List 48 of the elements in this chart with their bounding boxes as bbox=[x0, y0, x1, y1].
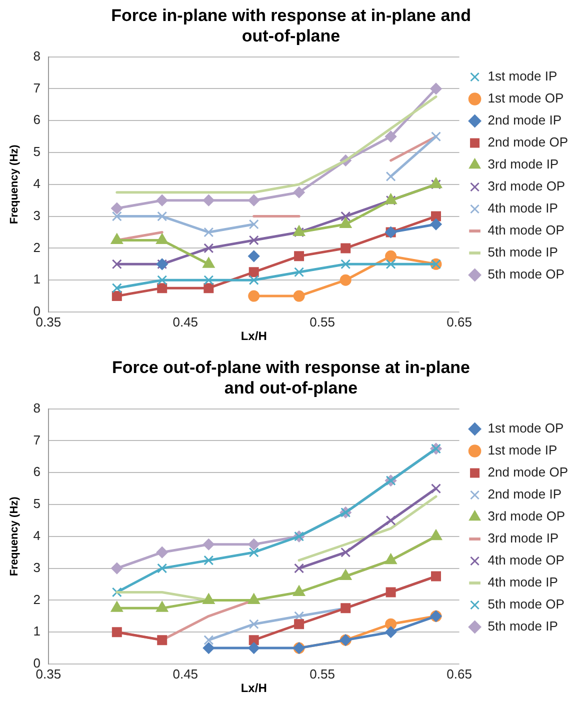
y-tick-label: 3 bbox=[33, 560, 40, 575]
legend-label: 2nd mode OP bbox=[488, 134, 568, 150]
legend-label: 3rd mode IP bbox=[488, 156, 559, 172]
y-tick-label: 7 bbox=[33, 432, 40, 448]
x-tick-label: 0.55 bbox=[310, 314, 335, 330]
x-tick-label: 0.45 bbox=[172, 314, 198, 330]
legend-label: 2nd mode OP bbox=[488, 464, 568, 480]
legend-label: 5th mode IP bbox=[488, 244, 558, 260]
y-tick-label: 3 bbox=[33, 208, 40, 223]
legend-label: 5th mode OP bbox=[488, 596, 564, 612]
y-tick-label: 7 bbox=[33, 80, 40, 96]
legend-label: 4th mode IP bbox=[488, 200, 558, 216]
x-tick-label: 0.55 bbox=[310, 666, 335, 682]
chart-title: Force out-of-plane with response at in-plane and out-of-plane bbox=[112, 358, 470, 398]
legend-label: 3rd mode IP bbox=[488, 530, 559, 546]
legend-label: 2nd mode IP bbox=[488, 486, 562, 502]
y-tick-label: 1 bbox=[33, 272, 40, 287]
x-tick-label: 0.65 bbox=[446, 666, 472, 682]
x-tick-label: 0.45 bbox=[172, 666, 198, 682]
y-tick-label: 8 bbox=[33, 400, 40, 416]
y-tick-label: 4 bbox=[33, 528, 40, 543]
y-tick-label: 6 bbox=[33, 464, 40, 480]
y-axis-title: Frequency (Hz) bbox=[8, 496, 21, 576]
y-tick-label: 4 bbox=[33, 176, 40, 191]
legend-label: 1st mode OP bbox=[488, 420, 564, 436]
y-tick-label: 2 bbox=[33, 240, 40, 255]
legend-label: 3rd mode OP bbox=[488, 178, 566, 194]
legend-label: 5th mode OP bbox=[488, 266, 564, 282]
legend-label: 4th mode OP bbox=[488, 552, 564, 568]
legend-label: 3rd mode OP bbox=[488, 508, 566, 524]
y-tick-label: 8 bbox=[33, 48, 40, 64]
y-axis-title: Frequency (Hz) bbox=[8, 144, 21, 224]
legend-label: 2nd mode IP bbox=[488, 112, 562, 128]
y-tick-label: 5 bbox=[33, 144, 40, 160]
y-tick-label: 6 bbox=[33, 112, 40, 128]
legend-label: 5th mode IP bbox=[488, 618, 558, 634]
x-axis-title: Lx/H bbox=[240, 329, 267, 344]
x-axis-title: Lx/H bbox=[240, 681, 267, 696]
legend-label: 1st mode IP bbox=[488, 442, 558, 458]
x-tick-label: 0.65 bbox=[446, 314, 472, 330]
y-tick-label: 2 bbox=[33, 592, 40, 607]
y-tick-label: 1 bbox=[33, 624, 40, 639]
legend-label: 4th mode IP bbox=[488, 574, 558, 590]
chart-title: Force in-plane with response at in-plane and out-of-plane bbox=[111, 6, 471, 46]
y-tick-label: 5 bbox=[33, 496, 40, 512]
legend-label: 1st mode OP bbox=[488, 90, 564, 106]
legend-label: 4th mode OP bbox=[488, 222, 564, 238]
legend-label: 1st mode IP bbox=[488, 68, 558, 84]
